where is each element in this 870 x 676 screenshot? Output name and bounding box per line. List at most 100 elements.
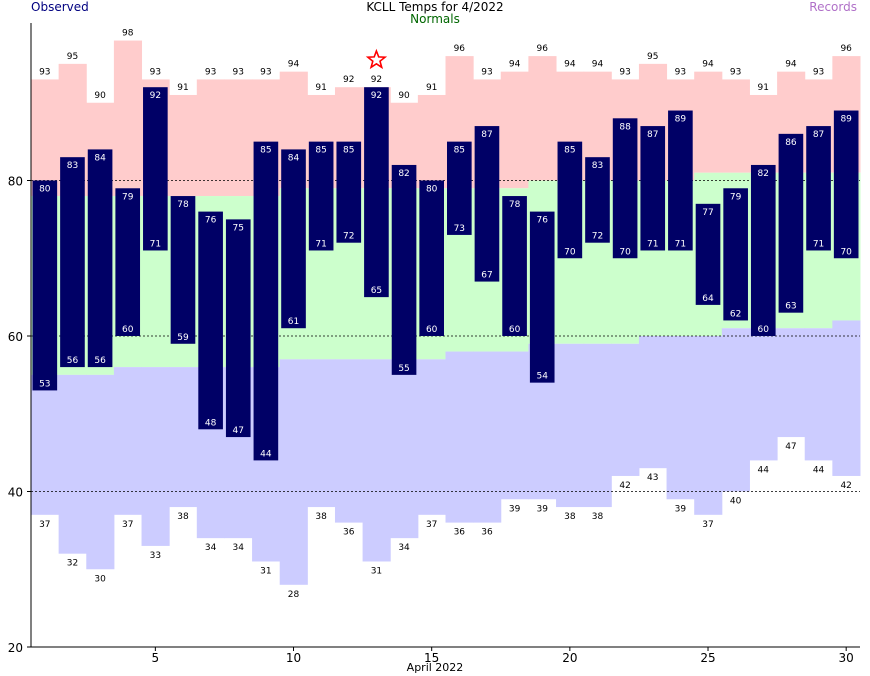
observed-bar <box>723 188 748 321</box>
observed-low-label: 70 <box>619 247 631 257</box>
record-low-label: 34 <box>205 543 217 553</box>
observed-bar <box>695 203 721 305</box>
x-tick-label: 15 <box>424 651 439 665</box>
record-high-label: 96 <box>536 44 548 54</box>
record-low-label: 38 <box>564 512 576 522</box>
record-high-label: 91 <box>426 83 437 93</box>
observed-high-label: 85 <box>315 146 326 156</box>
observed-bar <box>170 196 196 344</box>
observed-bar <box>612 118 638 259</box>
observed-low-label: 64 <box>702 294 714 304</box>
record-low-band <box>611 343 640 476</box>
observed-low-label: 70 <box>840 247 852 257</box>
observed-legend-label: Observed <box>31 0 89 14</box>
record-high-label: 93 <box>481 67 492 77</box>
observed-low-label: 56 <box>67 356 79 366</box>
observed-bar <box>87 149 113 368</box>
observed-bar <box>447 141 472 235</box>
observed-low-label: 54 <box>536 372 548 382</box>
y-tick-label: 40 <box>8 486 23 500</box>
record-low-label: 42 <box>840 481 851 491</box>
record-low-label: 43 <box>647 473 658 483</box>
observed-high-label: 82 <box>398 169 409 179</box>
record-low-band <box>31 374 60 515</box>
observed-high-label: 76 <box>205 216 217 226</box>
observed-low-label: 53 <box>39 379 50 389</box>
observed-low-label: 60 <box>122 325 134 335</box>
observed-low-label: 60 <box>758 325 770 335</box>
record-high-band <box>169 94 198 197</box>
record-low-band <box>445 351 474 523</box>
record-low-band <box>417 359 446 515</box>
observed-bar <box>557 141 583 259</box>
observed-high-label: 89 <box>675 115 687 125</box>
record-low-label: 37 <box>426 520 437 530</box>
observed-bar <box>60 157 85 368</box>
observed-high-label: 83 <box>592 161 603 171</box>
record-low-label: 42 <box>619 481 630 491</box>
record-low-label: 36 <box>481 528 493 538</box>
record-low-band <box>113 367 143 515</box>
observed-bar <box>419 180 444 336</box>
observed-high-label: 76 <box>536 216 548 226</box>
x-tick-label: 25 <box>700 651 715 665</box>
record-low-label: 37 <box>39 520 50 530</box>
observed-bar <box>474 126 500 282</box>
record-low-band <box>638 336 668 469</box>
observed-high-label: 85 <box>343 146 354 156</box>
record-high-label: 93 <box>813 67 824 77</box>
observed-bar <box>778 133 804 313</box>
record-low-label: 47 <box>785 442 796 452</box>
observed-high-label: 75 <box>233 223 244 233</box>
record-high-label: 94 <box>288 60 300 70</box>
observed-bar <box>336 141 362 243</box>
observed-bar <box>833 110 859 259</box>
record-high-band <box>500 71 529 189</box>
record-high-band <box>749 94 778 173</box>
record-high-label: 93 <box>39 67 50 77</box>
observed-high-label: 87 <box>813 130 824 140</box>
observed-high-label: 79 <box>730 192 742 202</box>
observed-low-label: 72 <box>343 232 354 242</box>
record-low-band <box>334 359 364 523</box>
observed-low-label: 48 <box>205 418 217 428</box>
record-low-label: 32 <box>67 559 78 569</box>
record-low-band <box>694 336 723 515</box>
observed-bar <box>115 188 141 336</box>
observed-low-label: 62 <box>730 309 741 319</box>
observed-high-label: 78 <box>177 200 189 210</box>
record-high-band <box>31 79 60 197</box>
observed-low-label: 71 <box>315 239 326 249</box>
record-high-label: 92 <box>371 75 382 85</box>
record-high-label: 96 <box>840 44 852 54</box>
record-low-band <box>390 359 419 539</box>
observed-low-label: 60 <box>509 325 521 335</box>
record-high-label: 90 <box>94 91 106 101</box>
observed-high-label: 85 <box>260 146 271 156</box>
observed-bar <box>585 157 610 243</box>
observed-low-label: 72 <box>592 232 603 242</box>
record-low-label: 39 <box>675 504 687 514</box>
record-high-label: 94 <box>702 60 714 70</box>
record-low-label: 36 <box>454 528 466 538</box>
record-low-band <box>804 328 833 461</box>
observed-high-label: 83 <box>67 161 78 171</box>
record-high-label: 94 <box>509 60 521 70</box>
record-low-label: 34 <box>233 543 245 553</box>
observed-high-label: 80 <box>426 185 438 195</box>
y-tick-label: 60 <box>8 330 23 344</box>
observed-high-label: 85 <box>454 146 465 156</box>
record-high-label: 94 <box>785 60 797 70</box>
observed-high-label: 84 <box>288 153 300 163</box>
record-low-label: 30 <box>94 574 106 584</box>
record-low-band <box>473 351 502 523</box>
observed-bar <box>750 164 776 336</box>
value-label-layer: 80 53 93 37 83 56 95 32 84 56 90 30 79 60 98 37 92 71 93 33… <box>39 29 852 600</box>
observed-high-label: 79 <box>122 192 134 202</box>
observed-low-label: 63 <box>785 302 796 312</box>
observed-bar <box>391 164 417 375</box>
record-low-band <box>141 367 170 546</box>
observed-low-label: 56 <box>94 356 106 366</box>
observed-low-label: 60 <box>426 325 438 335</box>
record-low-label: 38 <box>315 512 327 522</box>
